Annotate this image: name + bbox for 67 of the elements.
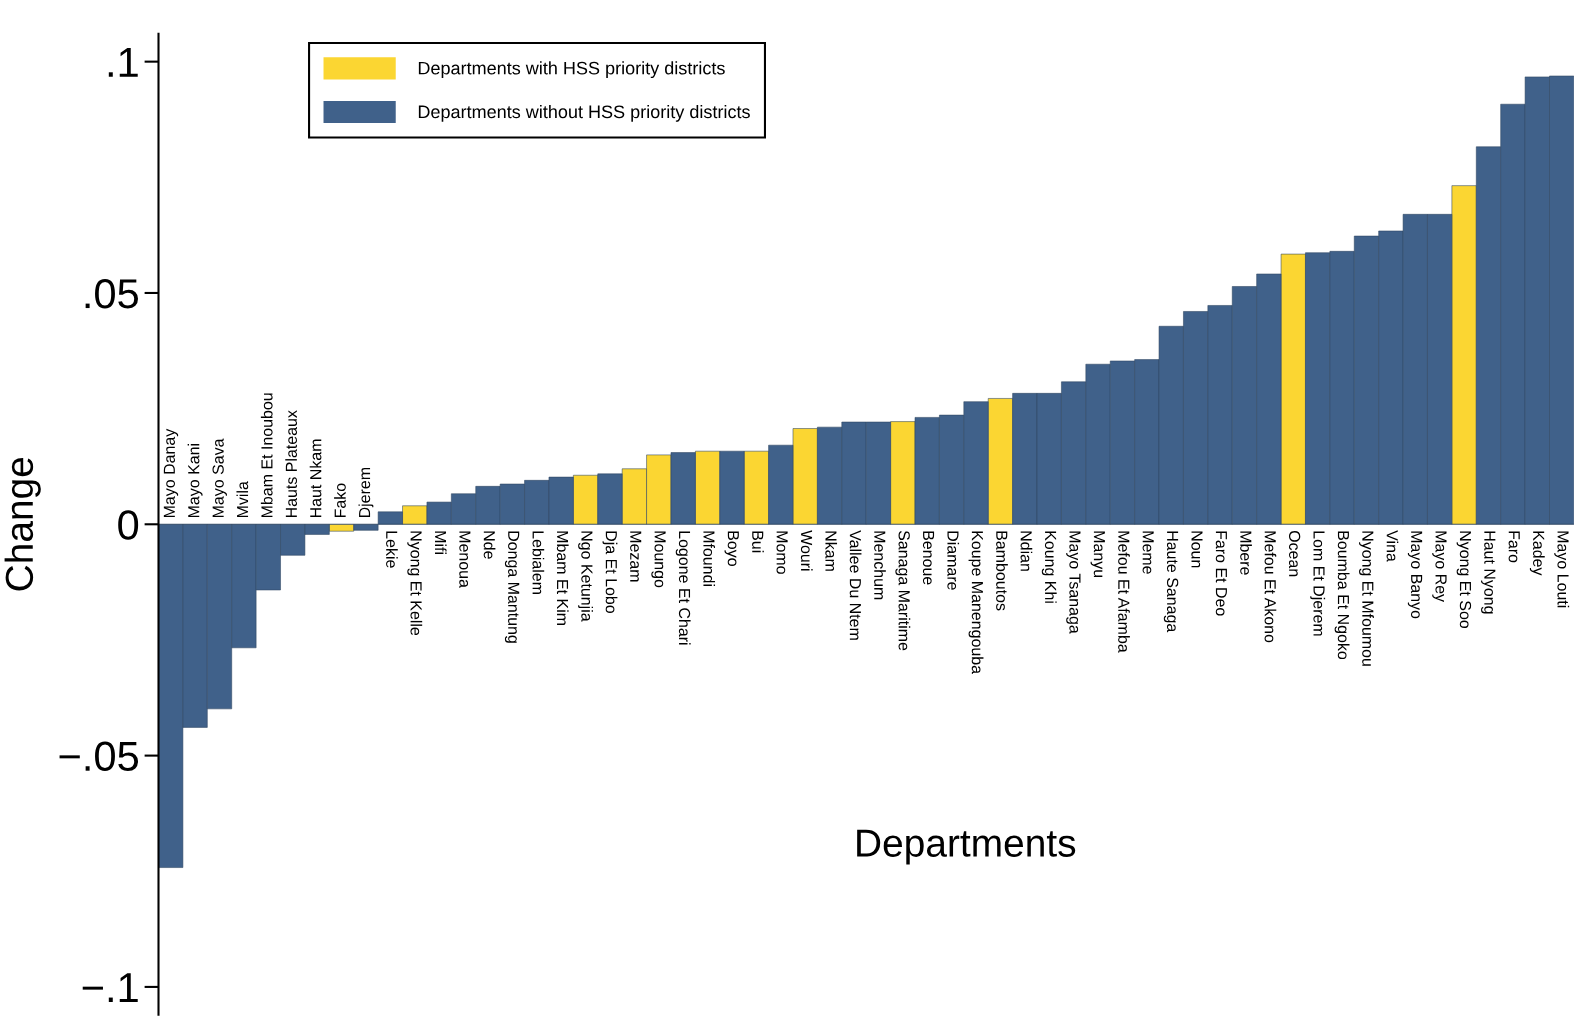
x-tick-label: Mayo Danay: [163, 428, 179, 518]
x-tick-label: Mayo Banyo: [1407, 531, 1423, 619]
y-tick-label: −.05: [59, 741, 139, 772]
x-tick-label: Dja Et Lobo: [602, 531, 618, 613]
x-tick-label: Mayo Rey: [1432, 531, 1447, 603]
y-tick-label: .05: [85, 278, 139, 309]
x-tick-label: Ngo Ketunjia: [578, 531, 594, 622]
x-tick-label: Faro: [1508, 531, 1520, 563]
x-tick-label: Lebialem: [532, 531, 545, 594]
x-tick-label: Mbam Et Kim: [556, 531, 569, 625]
x-tick-label: Donga Mantung: [504, 531, 520, 643]
x-tick-label: Mifi: [435, 531, 447, 554]
x-tick-label: Boumba Et Ngoko: [1334, 531, 1350, 660]
x-tick-label: Mayo Sava: [212, 438, 227, 518]
x-tick-label: Mayo Kani: [187, 444, 203, 518]
x-tick-label: Koupe Manengouba: [968, 531, 984, 675]
y-tick-label: 0: [118, 510, 139, 540]
x-tick-label: Wouri: [800, 530, 813, 571]
x-tick-label: Kadey: [1529, 531, 1545, 576]
x-tick-label: Nkam: [825, 531, 838, 571]
x-tick-label: Mfoundi: [703, 531, 716, 586]
x-tick-label: Sanaga Maritime: [895, 530, 911, 651]
x-tick-label: Nyong Et Soo: [1456, 531, 1472, 629]
x-tick-label: Mefou Et Akono: [1264, 531, 1277, 643]
x-tick-label: Mbam Et Inoubou: [260, 393, 273, 518]
x-tick-label: Ocean: [1288, 530, 1301, 577]
legend-label: Departments without HSS priority districts: [418, 104, 750, 122]
x-tick-label: Bui: [752, 531, 764, 553]
x-tick-label: Logone Et Chari: [675, 531, 691, 645]
x-tick-label: Nyong Et Kelle: [407, 531, 423, 636]
x-tick-label: Vallee Du Ntem: [849, 530, 862, 640]
x-tick-label: Hauts Plateaux: [285, 410, 298, 518]
x-tick-label: Diamare: [947, 531, 960, 590]
x-tick-label: Bamboutos: [996, 531, 1008, 611]
x-tick-label: Momo: [776, 531, 788, 574]
x-tick-label: Nde: [483, 531, 496, 559]
x-tick-label: Menchum: [874, 531, 886, 600]
y-axis-title: Change: [4, 457, 41, 591]
legend-label: Departments with HSS priority districts: [418, 61, 725, 79]
x-tick-label: Manyu: [1090, 531, 1105, 578]
x-tick-label: Fako: [334, 483, 346, 518]
x-tick-label: Moungo: [651, 531, 666, 588]
x-tick-label: Mayo Tsanaga: [1066, 531, 1081, 634]
x-tick-label: Menoua: [459, 531, 471, 588]
x-tick-label: Mezam: [630, 531, 642, 582]
x-tick-label: Djerem: [358, 467, 374, 518]
x-tick-label: Mefou Et Afamba: [1118, 531, 1130, 653]
x-tick-label: Mayo Louti: [1554, 531, 1570, 608]
x-tick-label: Vina: [1386, 530, 1399, 562]
x-tick-label: Meme: [1142, 531, 1154, 574]
x-tick-label: Ndian: [1020, 531, 1033, 571]
y-tick-label: −.1: [82, 973, 138, 1003]
x-tick-label: Nyong Et Mfoumou: [1359, 531, 1374, 666]
x-tick-label: Haute Sanaga: [1163, 531, 1179, 633]
x-axis-title: Departments: [857, 829, 1076, 865]
x-tick-label: Noun: [1191, 531, 1203, 568]
x-tick-label: Haut Nkam: [309, 439, 322, 518]
y-tick-label: .1: [108, 48, 138, 77]
x-tick-label: Lekie: [386, 531, 398, 568]
x-tick-label: Benoue: [922, 531, 935, 585]
x-tick-label: Koung Khi: [1041, 531, 1057, 603]
x-tick-label: Lom Et Djerem: [1310, 531, 1326, 636]
x-tick-label: Haut Nyong: [1481, 531, 1496, 614]
x-tick-label: Mbere: [1240, 531, 1252, 575]
x-tick-label: Mvila: [236, 481, 249, 518]
x-tick-label: Boyo: [724, 531, 739, 566]
x-tick-label: Faro Et Deo: [1215, 531, 1227, 616]
